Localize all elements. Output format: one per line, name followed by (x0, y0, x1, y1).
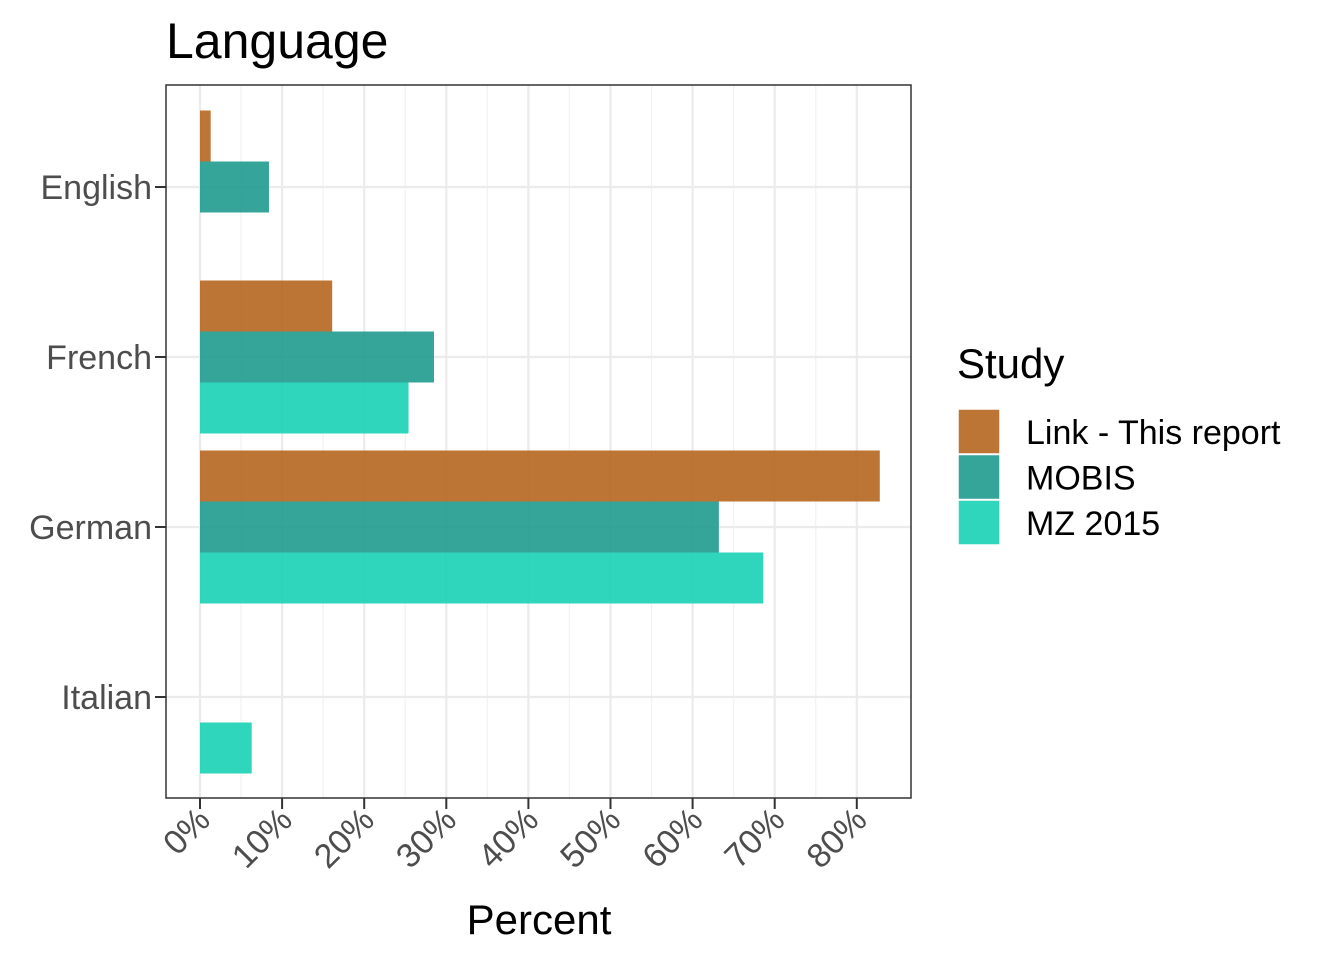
x-tick-label: 40% (471, 801, 546, 876)
bar-german-mobis (200, 501, 719, 553)
legend-key (957, 453, 1001, 501)
x-tick-label: 50% (553, 801, 628, 876)
bar-english-mobis (200, 161, 269, 213)
x-tick-label: 10% (225, 801, 300, 876)
bars (200, 110, 880, 774)
bar-english-link-this-report (200, 110, 211, 162)
bar-french-mobis (200, 331, 434, 383)
x-tick-label: 30% (389, 801, 464, 876)
legend-label: MOBIS (1026, 460, 1136, 498)
bar-german-mz-2015 (200, 552, 764, 604)
legend-label: MZ 2015 (1026, 505, 1160, 543)
x-tick-label: 20% (307, 801, 382, 876)
legend-title: Study (957, 340, 1064, 387)
plot-panel-border (165, 84, 912, 799)
bar-german-link-this-report (200, 450, 880, 502)
x-tick-label: 70% (717, 801, 792, 876)
grid-lines (166, 85, 911, 798)
bar-french-mz-2015 (200, 382, 409, 434)
y-tick-label: Italian (61, 679, 152, 717)
x-axis-title: Percent (467, 896, 612, 943)
y-axis: English French German Italian (29, 169, 166, 717)
legend-key (957, 499, 1001, 546)
y-tick-label: German (29, 509, 152, 547)
x-tick-label: 0% (156, 801, 218, 863)
bar-french-link-this-report (200, 280, 333, 332)
y-tick-label: French (46, 339, 152, 377)
y-tick-label: English (40, 169, 152, 207)
x-axis: 0% 10% 20% 30% 40% 50% 60% 70% 80% (156, 798, 874, 876)
legend: Study Link - This report MOBIS MZ 2015 (957, 340, 1281, 546)
x-tick-label: 80% (799, 801, 874, 876)
legend-label: Link - This report (1026, 414, 1281, 452)
legend-key (957, 408, 1001, 455)
x-tick-label: 60% (635, 801, 710, 876)
chart-title: Language (166, 13, 388, 69)
bar-italian-mz-2015 (200, 722, 252, 774)
